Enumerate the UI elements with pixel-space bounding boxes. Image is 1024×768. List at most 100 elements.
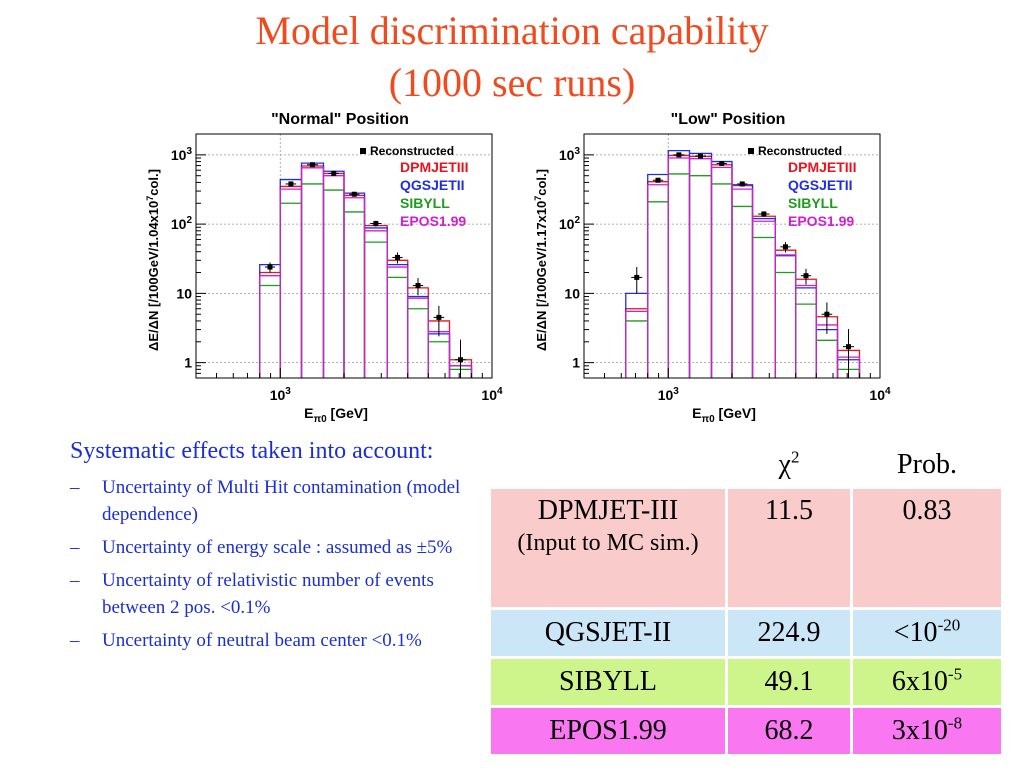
header-prob: Prob. bbox=[897, 449, 957, 480]
legend-entry: DPMJETIII bbox=[788, 159, 856, 175]
data-point bbox=[824, 311, 830, 317]
chart-normal-position: 103 104 1 10 102 103 "Normal" Position Eπ0 [GeV… bbox=[145, 111, 503, 424]
model-cell: EPOS1.99 bbox=[491, 708, 725, 754]
data-point bbox=[697, 153, 703, 159]
y-axis-label: ΔE/ΔN [/100GeV/1.17x107col.] bbox=[533, 169, 549, 351]
x-tick-label: 104 bbox=[481, 386, 503, 403]
bullet-dash: – bbox=[70, 477, 80, 498]
chi-symbol: χ bbox=[778, 449, 791, 480]
chi2-results-table: χ2 Prob. DPMJET-III (Input to MC sim.) 11… bbox=[488, 441, 1004, 757]
chi-exponent: 2 bbox=[790, 447, 800, 467]
data-point bbox=[761, 211, 767, 217]
notes-item-text: Uncertainty of energy scale : assumed as… bbox=[102, 537, 453, 558]
data-point bbox=[845, 344, 851, 350]
y-tick-label: 1 bbox=[184, 355, 192, 371]
prob-cell: 3x10-8 bbox=[853, 708, 1001, 754]
chart-title: "Normal" Position bbox=[271, 111, 409, 128]
model-cell: QGSJET-II bbox=[491, 610, 725, 656]
chi2-cell: 68.2 bbox=[728, 708, 850, 754]
data-point bbox=[803, 273, 809, 279]
y-tick-label: 103 bbox=[559, 146, 581, 163]
data-point bbox=[309, 162, 315, 168]
data-point bbox=[331, 170, 337, 176]
bullet-dash: – bbox=[70, 630, 80, 651]
x-tick-label: 104 bbox=[869, 386, 891, 403]
data-point bbox=[415, 282, 421, 288]
notes-item-text: Uncertainty of Multi Hit contamination (… bbox=[102, 477, 461, 525]
slide-title-line1: Model discrimination capability bbox=[255, 8, 769, 53]
x-tick-label: 103 bbox=[270, 386, 292, 403]
data-point bbox=[288, 181, 294, 187]
notes-item-text: Uncertainty of relativistic number of ev… bbox=[102, 570, 434, 618]
prob-base: 0.83 bbox=[902, 495, 952, 526]
y-tick-label: 102 bbox=[171, 215, 193, 232]
systematics-notes: Systematic effects taken into account: –… bbox=[70, 434, 480, 660]
table-row: EPOS1.99 68.2 3x10-8 bbox=[491, 708, 1001, 754]
data-point bbox=[267, 264, 273, 270]
bullet-dash: – bbox=[70, 537, 80, 558]
slide-title-line2: (1000 sec runs) bbox=[388, 60, 636, 105]
header-chi2: χ2 bbox=[728, 444, 850, 486]
prob-exponent: -20 bbox=[937, 615, 961, 635]
histogram-sibyll bbox=[259, 183, 473, 378]
legend-entry: QGSJETII bbox=[400, 177, 465, 193]
data-point bbox=[394, 254, 400, 260]
legend-marker bbox=[748, 148, 754, 154]
data-point bbox=[436, 314, 442, 320]
y-tick-label: 102 bbox=[559, 215, 581, 232]
notes-item: – Uncertainty of energy scale : assumed a… bbox=[70, 534, 480, 561]
legend-entry: EPOS1.99 bbox=[788, 213, 854, 229]
data-point bbox=[373, 221, 379, 227]
data-point bbox=[739, 181, 745, 187]
table-header-row: χ2 Prob. bbox=[491, 444, 1001, 486]
x-axis-label: Eπ0 [GeV] bbox=[692, 405, 756, 424]
notes-item-text: Uncertainty of neutral beam center <0.1% bbox=[102, 630, 422, 651]
notes-item: – Uncertainty of relativistic number of e… bbox=[70, 567, 480, 621]
prob-exponent: -5 bbox=[947, 664, 963, 684]
chart-low-position: 103 104 1 10 102 103 "Low" Position Eπ0 [GeV] ΔE… bbox=[533, 111, 891, 424]
y-tick-label: 1 bbox=[572, 355, 580, 371]
legend-entry: QGSJETII bbox=[788, 177, 853, 193]
prob-base: <10 bbox=[893, 617, 938, 648]
histogram-sibyll bbox=[625, 173, 861, 378]
notes-heading: Systematic effects taken into account: bbox=[70, 438, 434, 464]
data-point bbox=[634, 274, 640, 280]
data-point bbox=[457, 357, 463, 363]
legend-entry: SIBYLL bbox=[400, 195, 450, 211]
prob-base: 3x10 bbox=[891, 715, 948, 746]
legend-entry: SIBYLL bbox=[788, 195, 838, 211]
legend-marker bbox=[360, 148, 366, 154]
x-tick-label: 103 bbox=[658, 386, 680, 403]
model-name: DPMJET-III bbox=[537, 495, 679, 526]
legend-entry: Reconstructed bbox=[758, 144, 842, 158]
legend-entry: EPOS1.99 bbox=[400, 213, 466, 229]
table-row: SIBYLL 49.1 6x10-5 bbox=[491, 659, 1001, 705]
notes-item: – Uncertainty of Multi Hit contamination … bbox=[70, 474, 480, 528]
bullet-dash: – bbox=[70, 570, 80, 591]
header-blank bbox=[491, 444, 725, 486]
y-tick-label: 10 bbox=[564, 285, 580, 301]
notes-item: – Uncertainty of neutral beam center <0.1… bbox=[70, 627, 480, 654]
legend-entry: DPMJETIII bbox=[400, 159, 468, 175]
y-tick-label: 10 bbox=[176, 285, 192, 301]
prob-cell: 0.83 bbox=[853, 489, 1001, 607]
x-axis-label: Eπ0 [GeV] bbox=[304, 405, 368, 424]
data-point bbox=[655, 177, 661, 183]
prob-cell: <10-20 bbox=[853, 610, 1001, 656]
model-cell: DPMJET-III (Input to MC sim.) bbox=[491, 489, 725, 607]
legend-entry: Reconstructed bbox=[370, 144, 454, 158]
data-point bbox=[676, 152, 682, 158]
model-cell: SIBYLL bbox=[491, 659, 725, 705]
chi2-cell: 49.1 bbox=[728, 659, 850, 705]
chi2-cell: 11.5 bbox=[728, 489, 850, 607]
data-point bbox=[782, 244, 788, 250]
chart-title: "Low" Position bbox=[671, 111, 786, 128]
data-point bbox=[351, 191, 357, 197]
notes-list: – Uncertainty of Multi Hit contamination … bbox=[70, 474, 480, 654]
table-row: DPMJET-III (Input to MC sim.) 11.5 0.83 bbox=[491, 489, 1001, 607]
y-tick-label: 103 bbox=[171, 146, 193, 163]
prob-exponent: -8 bbox=[947, 713, 963, 733]
y-axis-label: ΔE/ΔN [/100GeV/1.04x107col.] bbox=[145, 169, 161, 351]
data-point bbox=[719, 161, 725, 167]
prob-cell: 6x10-5 bbox=[853, 659, 1001, 705]
